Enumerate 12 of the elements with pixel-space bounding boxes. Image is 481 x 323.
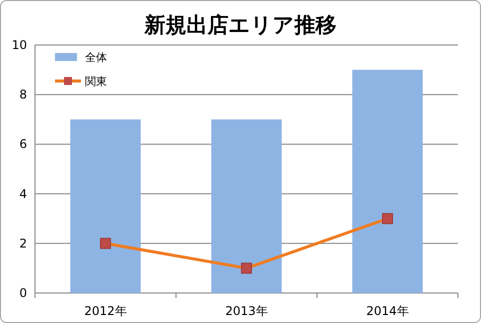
x-tick-label: 2013年 xyxy=(225,304,268,318)
y-tick-label: 6 xyxy=(19,137,27,152)
x-tick-label: 2012年 xyxy=(84,304,127,318)
chart-title: 新規出店エリア推移 xyxy=(144,13,336,37)
y-tick-label: 8 xyxy=(19,88,27,102)
legend-label: 全体 xyxy=(85,51,107,64)
y-tick-label: 10 xyxy=(12,38,27,52)
y-tick-label: 4 xyxy=(19,186,27,201)
x-tick-label: 2014年 xyxy=(366,304,409,318)
legend-label: 関東 xyxy=(85,75,107,88)
y-tick-label: 2 xyxy=(19,236,27,250)
y-tick-label: 0 xyxy=(19,286,27,300)
